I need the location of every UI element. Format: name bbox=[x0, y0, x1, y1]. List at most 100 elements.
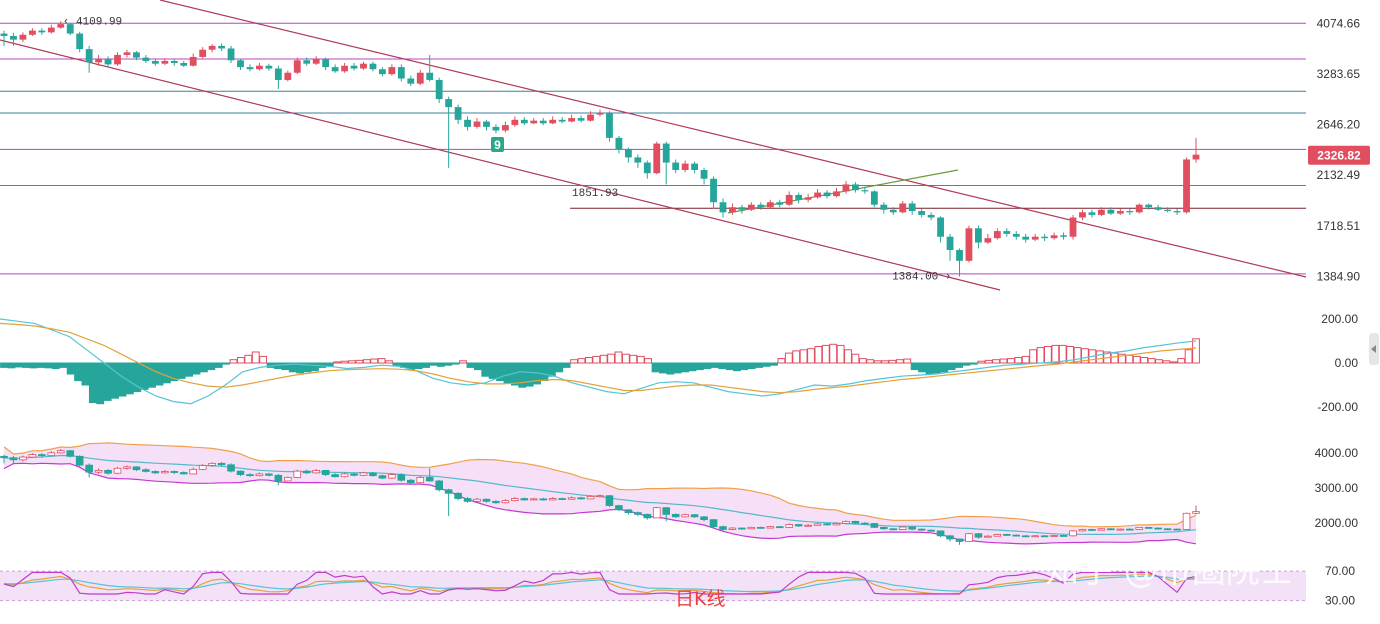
candle-body bbox=[1079, 212, 1086, 218]
candle bbox=[151, 58, 159, 66]
bollinger-candle-body bbox=[775, 526, 784, 529]
macd-histogram-bar bbox=[866, 359, 875, 364]
macd-histogram-bar bbox=[237, 357, 245, 364]
macd-histogram-bar bbox=[1014, 357, 1023, 364]
bollinger-candle-body bbox=[1002, 533, 1011, 536]
candle-body bbox=[757, 204, 765, 208]
candle bbox=[142, 54, 150, 63]
macd-histogram-bar bbox=[821, 344, 830, 364]
panel-collapse-handle[interactable] bbox=[1369, 333, 1379, 365]
macd-histogram-bar bbox=[770, 362, 778, 366]
bollinger-candle-body bbox=[577, 497, 585, 500]
candle bbox=[85, 45, 93, 73]
bollinger-candle-body bbox=[208, 462, 216, 466]
bollinger-candle-body bbox=[662, 507, 671, 515]
macd-histogram-bar bbox=[984, 359, 993, 364]
bollinger-candle-body bbox=[123, 466, 131, 469]
candle-body bbox=[1192, 154, 1200, 160]
candle bbox=[360, 61, 367, 70]
candle bbox=[303, 57, 311, 66]
macd-histogram-bar bbox=[1044, 346, 1052, 364]
candle bbox=[946, 233, 954, 261]
macd-histogram-bar bbox=[547, 362, 556, 377]
candle bbox=[1031, 233, 1039, 242]
macd-histogram-bar bbox=[444, 362, 453, 366]
candle bbox=[634, 154, 642, 168]
oscillator-k-line bbox=[3, 573, 1197, 595]
candle-body bbox=[1126, 211, 1134, 213]
candle-body bbox=[350, 65, 358, 69]
candle-body bbox=[729, 207, 736, 213]
bollinger-candle-body bbox=[1040, 535, 1049, 538]
oscillator-j-line bbox=[3, 571, 1197, 595]
macd-histogram-bar bbox=[718, 362, 727, 369]
candle bbox=[104, 56, 112, 68]
candle-body bbox=[322, 58, 330, 68]
macd-histogram-bar bbox=[562, 362, 571, 368]
macd-histogram-bar bbox=[888, 359, 897, 364]
macd-histogram-bar bbox=[74, 362, 82, 382]
macd-histogram-bar bbox=[229, 359, 238, 364]
candle bbox=[1173, 208, 1181, 215]
candle-body bbox=[814, 192, 821, 198]
candle-body bbox=[246, 67, 254, 70]
macd-histogram-bar bbox=[1147, 358, 1156, 364]
candle bbox=[483, 119, 490, 131]
low-price-label: 1384.00 › bbox=[892, 272, 951, 284]
candle bbox=[606, 111, 613, 142]
candle bbox=[208, 44, 216, 53]
candle bbox=[1022, 233, 1030, 243]
bollinger-candle-body bbox=[75, 455, 84, 466]
candle bbox=[19, 32, 27, 43]
candle-body bbox=[38, 30, 46, 33]
candle bbox=[1154, 204, 1162, 212]
macd-histogram-bar bbox=[303, 362, 312, 373]
candle bbox=[814, 189, 821, 199]
candle bbox=[1050, 232, 1058, 240]
channel-upper-line bbox=[159, 0, 1307, 278]
candle bbox=[114, 52, 121, 66]
candle bbox=[880, 202, 888, 214]
candle bbox=[170, 58, 178, 66]
bollinger-candle-body bbox=[1182, 512, 1191, 530]
candle bbox=[729, 203, 736, 215]
bollinger-candle-body bbox=[47, 452, 56, 457]
candle bbox=[1164, 207, 1172, 213]
candle bbox=[180, 60, 188, 68]
y-tick-label: 30.00 bbox=[1325, 594, 1355, 608]
bollinger-candle-body bbox=[28, 454, 37, 458]
macd-histogram-bar bbox=[525, 362, 534, 387]
macd-histogram-bar bbox=[377, 358, 386, 364]
bollinger-candle-body bbox=[66, 450, 75, 457]
candle-body bbox=[123, 52, 131, 55]
candle bbox=[539, 118, 547, 126]
bollinger-candle-body bbox=[170, 471, 179, 473]
candle bbox=[870, 190, 878, 208]
candle bbox=[965, 225, 973, 263]
bollinger-candle-body bbox=[615, 505, 623, 511]
oscillator-band bbox=[0, 571, 1306, 601]
y-tick-label: 70.00 bbox=[1325, 564, 1355, 578]
macd-histogram-bar bbox=[777, 358, 786, 364]
macd-histogram-bar bbox=[1036, 347, 1045, 364]
candle bbox=[189, 53, 197, 67]
bollinger-upper-line bbox=[3, 442, 1197, 528]
candle-body bbox=[501, 125, 509, 131]
candle-body bbox=[227, 48, 235, 61]
candle-body bbox=[1031, 236, 1039, 240]
macd-histogram-bar bbox=[192, 362, 201, 375]
bollinger-candle-body bbox=[936, 530, 945, 537]
candle-body bbox=[577, 118, 585, 121]
candle bbox=[1097, 207, 1105, 217]
bollinger-candle-body bbox=[463, 498, 472, 502]
bollinger-candle-body bbox=[236, 470, 245, 476]
bollinger-candle-body bbox=[529, 498, 538, 501]
candle bbox=[624, 147, 632, 163]
bollinger-candle-body bbox=[1154, 527, 1162, 530]
bollinger-candle-body bbox=[473, 498, 481, 502]
candle-body bbox=[1107, 209, 1115, 214]
y-tick-label: 2132.49 bbox=[1317, 168, 1361, 182]
candle bbox=[1107, 207, 1115, 215]
bollinger-candle-body bbox=[9, 457, 18, 461]
macd-histogram-bar bbox=[599, 354, 608, 364]
